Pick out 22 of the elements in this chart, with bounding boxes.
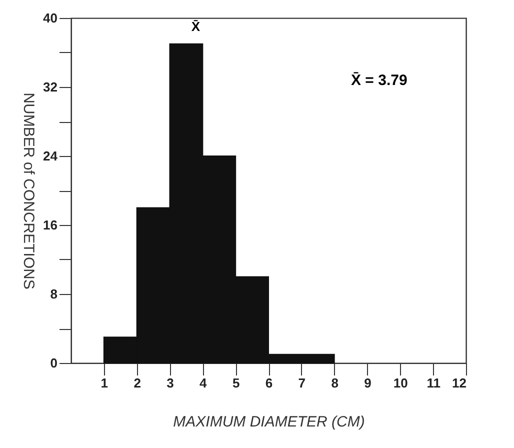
x-tick-label: 10 — [393, 376, 408, 390]
x-tick-label: 9 — [364, 376, 372, 390]
x-tick-label: 7 — [298, 376, 306, 390]
x-tick-label: 1 — [100, 376, 108, 390]
x-tick-label: 6 — [265, 376, 273, 390]
y-axis-title: NUMBER of CONCRETIONS — [20, 92, 38, 290]
x-tick-label: 4 — [200, 376, 208, 390]
x-tick-label: 8 — [331, 376, 338, 390]
x-tick-label: 12 — [452, 376, 466, 390]
x-tick-label: 2 — [134, 376, 141, 390]
y-tick-label: 40 — [43, 10, 58, 26]
y-tick-label: 8 — [50, 286, 58, 302]
annotation: X̄ = 3.79 — [351, 72, 408, 89]
x-tick-label: 5 — [232, 376, 240, 390]
y-tick-label: 0 — [50, 356, 58, 370]
y-tick-label: 16 — [43, 218, 58, 232]
y-tick-label: 24 — [43, 148, 58, 164]
x-tick-label: 3 — [166, 376, 174, 390]
x-axis-title: MAXIMUM DIAMETER (CM) — [173, 414, 365, 430]
annotation: X̄ — [191, 18, 200, 34]
y-tick-label: 32 — [43, 80, 58, 94]
x-tick-label: 11 — [426, 376, 440, 390]
